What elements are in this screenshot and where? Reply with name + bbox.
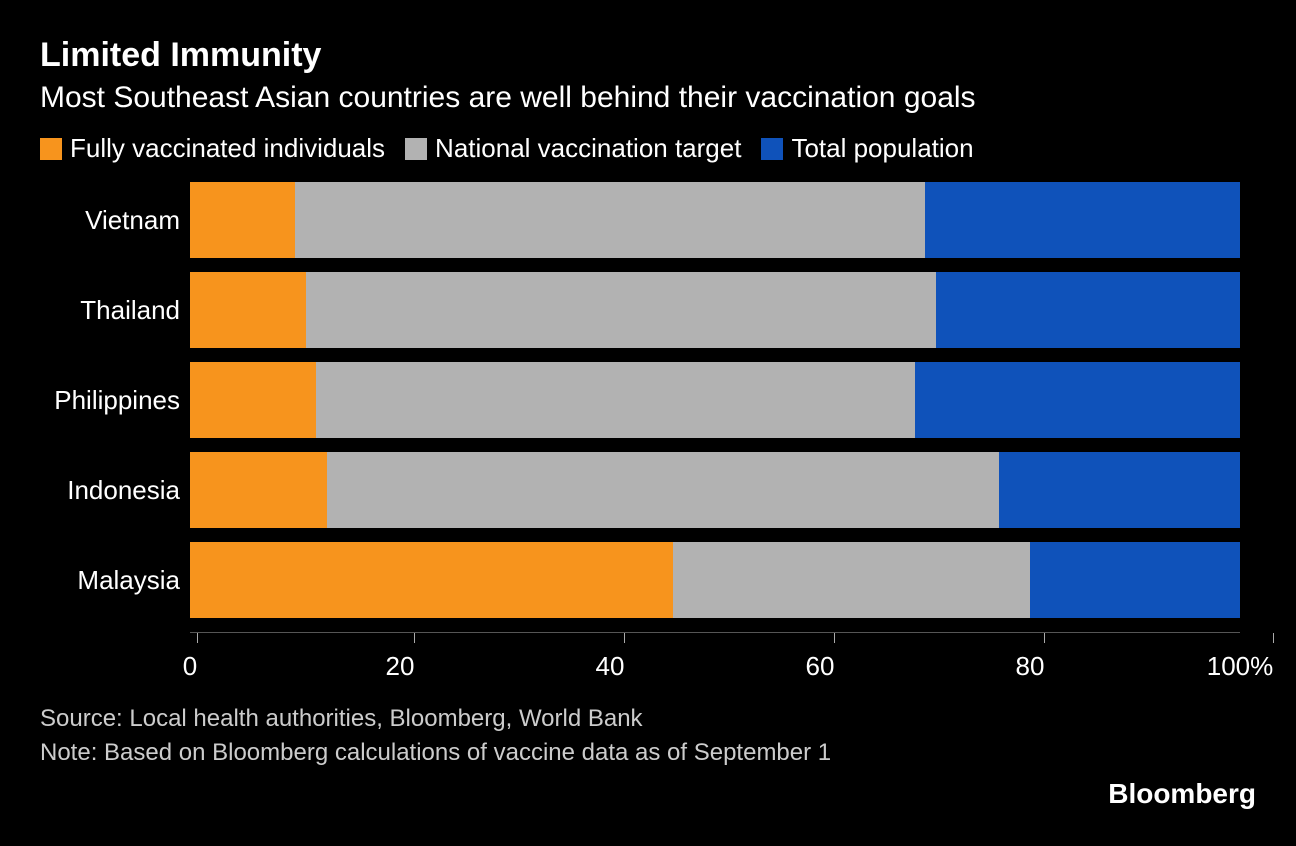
legend-label-target: National vaccination target — [435, 133, 741, 164]
bar-seg-vaccinated — [190, 272, 306, 348]
bar-row: Indonesia — [190, 452, 1240, 528]
country-label: Philippines — [40, 385, 180, 416]
chart-footer: Source: Local health authorities, Bloomb… — [40, 702, 1256, 769]
legend-label-vaccinated: Fully vaccinated individuals — [70, 133, 385, 164]
bars-region: Vietnam Thailand Philippines Indonesia Malay… — [190, 182, 1240, 618]
legend-item-target: National vaccination target — [405, 133, 741, 164]
country-label: Thailand — [40, 295, 180, 326]
tick-mark — [197, 633, 198, 643]
legend-item-total: Total population — [761, 133, 973, 164]
plot-area: Vietnam Thailand Philippines Indonesia Malay… — [190, 182, 1240, 682]
bar-seg-vaccinated — [190, 362, 316, 438]
country-label: Malaysia — [40, 565, 180, 596]
legend-swatch-target — [405, 138, 427, 160]
bar-row: Philippines — [190, 362, 1240, 438]
bar-row: Malaysia — [190, 542, 1240, 618]
x-axis: 020406080100% — [190, 632, 1240, 682]
chart-subtitle: Most Southeast Asian countries are well … — [40, 81, 1256, 115]
x-tick: 80 — [1030, 633, 1059, 682]
chart-container: Limited Immunity Most Southeast Asian co… — [0, 0, 1296, 799]
legend-swatch-vaccinated — [40, 138, 62, 160]
bar-seg-vaccinated — [190, 452, 327, 528]
tick-label: 40 — [596, 651, 625, 682]
tick-label: 20 — [386, 651, 415, 682]
tick-label: 60 — [806, 651, 835, 682]
brand-label: Bloomberg — [1108, 778, 1256, 810]
bar-seg-target — [190, 182, 925, 258]
tick-mark — [834, 633, 835, 643]
country-label: Vietnam — [40, 205, 180, 236]
bar-row: Thailand — [190, 272, 1240, 348]
bar-track — [190, 542, 1240, 618]
x-tick: 0 — [190, 633, 204, 682]
bar-seg-vaccinated — [190, 542, 673, 618]
x-tick: 20 — [400, 633, 429, 682]
tick-label: 80 — [1016, 651, 1045, 682]
legend-swatch-total — [761, 138, 783, 160]
tick-mark — [1273, 633, 1274, 643]
bar-track — [190, 362, 1240, 438]
bar-track — [190, 182, 1240, 258]
legend-label-total: Total population — [791, 133, 973, 164]
tick-label: 0 — [183, 651, 197, 682]
tick-mark — [414, 633, 415, 643]
legend-item-vaccinated: Fully vaccinated individuals — [40, 133, 385, 164]
bar-seg-vaccinated — [190, 182, 295, 258]
x-tick: 60 — [820, 633, 849, 682]
x-tick: 100% — [1240, 633, 1296, 682]
tick-mark — [1044, 633, 1045, 643]
note-line: Note: Based on Bloomberg calculations of… — [40, 736, 1256, 770]
tick-mark — [624, 633, 625, 643]
chart-title: Limited Immunity — [40, 36, 1256, 75]
country-label: Indonesia — [40, 475, 180, 506]
tick-label: 100% — [1207, 651, 1274, 682]
x-tick: 40 — [610, 633, 639, 682]
source-line: Source: Local health authorities, Bloomb… — [40, 702, 1256, 736]
bar-track — [190, 272, 1240, 348]
bar-track — [190, 452, 1240, 528]
legend: Fully vaccinated individuals National va… — [40, 133, 1256, 164]
bar-row: Vietnam — [190, 182, 1240, 258]
